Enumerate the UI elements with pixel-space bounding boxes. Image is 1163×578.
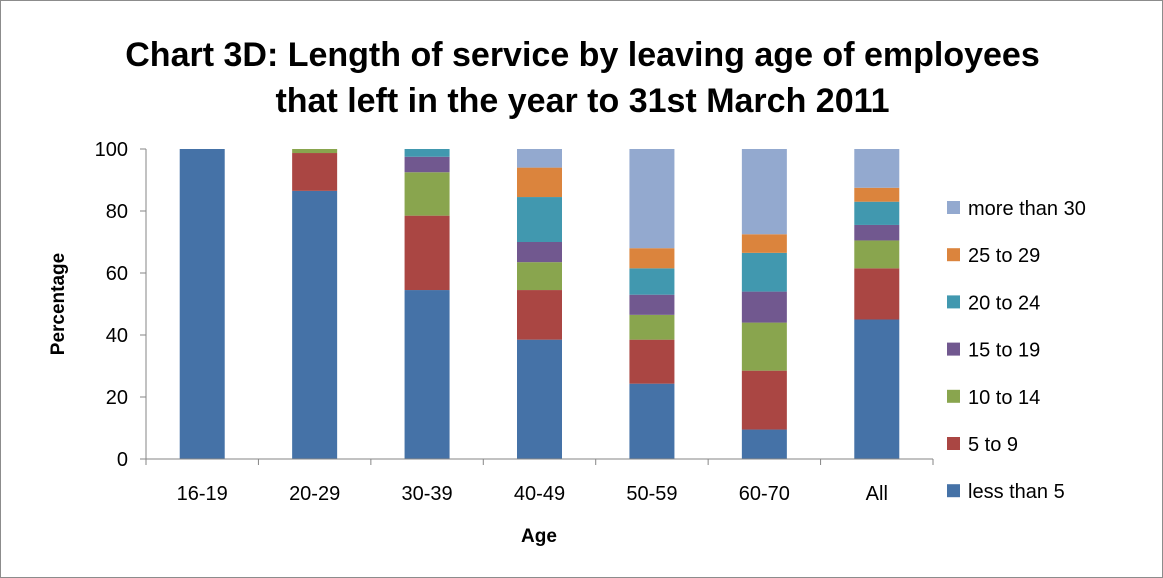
bar-segment-50-59-25-to-29 <box>629 248 675 269</box>
y-tick-label: 0 <box>117 449 128 471</box>
bar-segment-60-70-5-to-9 <box>741 370 787 430</box>
bar-segment-50-59-more-than-30 <box>629 149 675 249</box>
x-tick-label: 40-49 <box>514 483 565 505</box>
y-axis-label: Percentage <box>48 253 69 355</box>
legend-label: 10 to 14 <box>968 387 1040 409</box>
legend-label: less than 5 <box>968 481 1065 503</box>
bar-segment-20-29-less-than-5 <box>292 190 338 459</box>
x-axis-label: Age <box>521 526 557 547</box>
legend-swatch-more-than-30 <box>947 201 960 214</box>
y-tick-label: 60 <box>106 263 128 285</box>
x-tick-label: 30-39 <box>401 483 452 505</box>
legend-label: 20 to 24 <box>968 292 1040 314</box>
bar-segment-40-49-less-than-5 <box>517 339 562 459</box>
x-ticks-layer: 16-19 20-29 30-39 40-49 50-59 60-70 All <box>145 459 934 505</box>
bar-segment-50-59-20-to-24 <box>629 268 675 295</box>
bar-segment-30-39-20-to-24 <box>404 149 450 157</box>
bar-segment-All-5-to-9 <box>854 268 900 320</box>
legend-swatch-less-than-5 <box>947 484 960 498</box>
bar-segment-60-70-10-to-14 <box>741 322 787 371</box>
chart-title-line-2: that left in the year to 31st March 2011 <box>275 82 890 120</box>
x-tick-label: 20-29 <box>289 483 340 505</box>
y-ticks-layer: 0 20 40 60 80 100 <box>95 139 146 471</box>
legend-label: 25 to 29 <box>968 245 1040 267</box>
bar-segment-60-70-25-to-29 <box>741 234 787 253</box>
bar-segment-All-more-than-30 <box>854 149 900 188</box>
bar-segment-40-49-10-to-14 <box>517 262 562 291</box>
bar-segment-30-39-10-to-14 <box>404 172 450 216</box>
legend: more than 30 25 to 29 20 to 24 15 to 19 10 t… <box>947 198 1086 503</box>
legend-swatch-5-to-9 <box>947 437 960 450</box>
bar-segment-40-49-5-to-9 <box>517 290 562 340</box>
bar-segment-40-49-more-than-30 <box>517 149 562 168</box>
y-tick-label: 20 <box>106 387 128 409</box>
bar-segment-All-less-than-5 <box>854 319 900 459</box>
bar-segment-30-39-less-than-5 <box>404 290 450 459</box>
bar-segment-60-70-15-to-19 <box>741 291 787 323</box>
legend-label: 5 to 9 <box>968 434 1018 456</box>
bar-segment-40-49-25-to-29 <box>517 167 562 198</box>
x-tick-label: 60-70 <box>739 483 790 505</box>
bar-segment-40-49-15-to-19 <box>517 242 562 263</box>
legend-label: more than 30 <box>968 198 1086 220</box>
bar-segment-60-70-20-to-24 <box>741 252 787 292</box>
bar-segment-60-70-less-than-5 <box>741 429 787 459</box>
bar-segment-All-25-to-29 <box>854 187 900 202</box>
bar-segment-All-15-to-19 <box>854 224 900 241</box>
bar-segment-All-10-to-14 <box>854 240 900 269</box>
bar-segment-30-39-15-to-19 <box>404 156 450 173</box>
chart-title-line-1: Chart 3D: Length of service by leaving a… <box>125 36 1040 74</box>
y-tick-label: 40 <box>106 325 128 347</box>
y-tick-label: 100 <box>95 139 128 161</box>
x-tick-label: 50-59 <box>626 483 677 505</box>
bar-segment-20-29-10-to-14 <box>292 149 338 154</box>
x-tick-label: All <box>866 483 888 505</box>
bar-segment-40-49-20-to-24 <box>517 197 562 242</box>
bar-segment-50-59-less-than-5 <box>629 383 675 459</box>
x-tick-label: 16-19 <box>177 483 228 505</box>
bars-layer <box>179 149 900 459</box>
legend-swatch-15-to-19 <box>947 342 960 356</box>
bar-segment-16-19-less-than-5 <box>179 149 225 459</box>
bar-segment-60-70-more-than-30 <box>741 149 787 235</box>
bar-segment-50-59-5-to-9 <box>629 339 675 384</box>
legend-swatch-20-to-24 <box>947 295 960 309</box>
legend-label: 15 to 19 <box>968 340 1040 362</box>
bar-segment-All-20-to-24 <box>854 201 900 225</box>
y-tick-label: 80 <box>106 201 128 223</box>
legend-swatch-25-to-29 <box>947 248 960 262</box>
bar-segment-30-39-5-to-9 <box>404 215 450 291</box>
legend-swatch-10-to-14 <box>947 389 960 403</box>
bar-segment-20-29-5-to-9 <box>292 153 338 191</box>
bar-segment-50-59-10-to-14 <box>629 314 675 340</box>
bar-segment-50-59-15-to-19 <box>629 294 675 315</box>
